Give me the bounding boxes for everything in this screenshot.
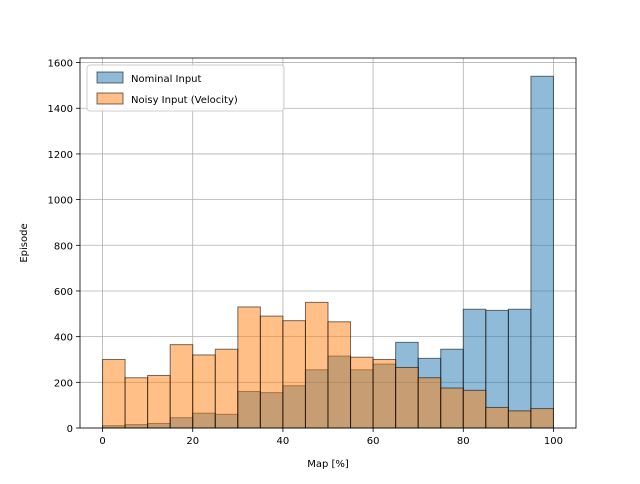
y-tick-label: 1000: [48, 196, 73, 207]
bar-series-2: [462, 389, 487, 429]
ticks-layer: 0 20 40 60 80 1000200400600800100012001400160…: [48, 59, 563, 447]
legend-swatch: [96, 92, 124, 105]
bars-layer: [102, 75, 554, 429]
y-tick-label: 0: [67, 424, 73, 435]
bar-series-2: [124, 377, 149, 429]
legend-label: Noisy Input (Velocity): [131, 95, 238, 106]
bar-series-2: [440, 387, 464, 429]
y-tick-label: 1600: [48, 59, 73, 70]
y-axis-label: Episode: [19, 223, 30, 262]
bar-series-2: [102, 358, 126, 429]
legend-swatch: [96, 71, 124, 84]
bar-series-1: [530, 75, 554, 429]
bar-series-2: [282, 320, 306, 429]
bar-series-2: [192, 354, 216, 429]
y-tick-label: 1200: [48, 150, 73, 161]
y-tick-label: 800: [54, 241, 73, 252]
bar-series-2: [147, 374, 171, 429]
x-tick-label: 40: [277, 436, 290, 447]
bar-series-2: [304, 301, 329, 429]
bar-series-2: [507, 410, 532, 429]
bar-series-2: [214, 348, 239, 429]
bar-series-2: [485, 406, 509, 429]
plot-frame: [79, 57, 577, 429]
bar-series-2: [327, 321, 352, 429]
bar-series-2: [372, 358, 397, 429]
legend-label: Nominal Input: [131, 74, 202, 85]
bar-series-2: [395, 366, 419, 429]
x-tick-label: 100: [544, 436, 563, 447]
x-tick-label: 80: [457, 436, 470, 447]
legend: Nominal Input Noisy Input (Velocity): [86, 64, 285, 112]
x-tick-label: 60: [367, 436, 380, 447]
y-tick-label: 600: [54, 287, 73, 298]
legend-box: [86, 64, 285, 112]
y-tick-label: 200: [54, 378, 73, 389]
bar-series-2: [237, 306, 261, 429]
x-axis-label: Map [%]: [307, 459, 349, 470]
bar-series-2: [259, 315, 284, 429]
bar-series-2: [530, 408, 554, 429]
x-tick-label: 0: [99, 436, 105, 447]
bar-series-2: [350, 356, 374, 429]
x-tick-label: 20: [186, 436, 199, 447]
bar-series-1: [507, 308, 532, 429]
y-tick-label: 400: [54, 333, 73, 344]
bar-series-2: [169, 344, 194, 429]
bar-series-2: [417, 377, 442, 429]
y-tick-label: 1400: [48, 104, 73, 115]
